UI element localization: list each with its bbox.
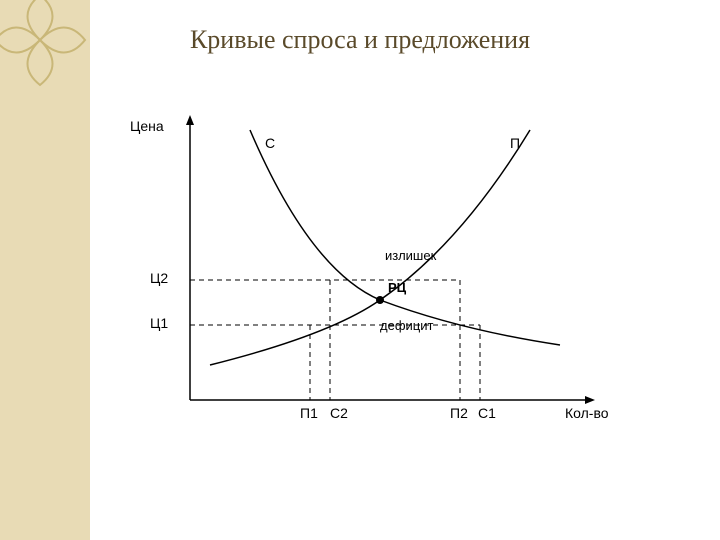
page-title: Кривые спроса и предложения [0, 25, 720, 55]
x-axis-label: Кол-во [565, 405, 609, 421]
x-tick-p1: П1 [300, 405, 318, 421]
supply-demand-chart: Цена Кол-во С П излишек дефицит РЦ Ц2 Ц1… [130, 110, 630, 450]
equilibrium-label: РЦ [388, 280, 406, 295]
demand-curve-label: С [265, 135, 275, 151]
chart-svg [130, 110, 630, 450]
x-tick-c2: С2 [330, 405, 348, 421]
price-1-label: Ц1 [150, 315, 168, 331]
surplus-label: излишек [385, 248, 436, 263]
x-tick-c1: С1 [478, 405, 496, 421]
x-tick-p2: П2 [450, 405, 468, 421]
shortage-label: дефицит [380, 318, 433, 333]
supply-curve-label: П [510, 135, 520, 151]
y-axis-label: Цена [130, 118, 164, 134]
price-2-label: Ц2 [150, 270, 168, 286]
